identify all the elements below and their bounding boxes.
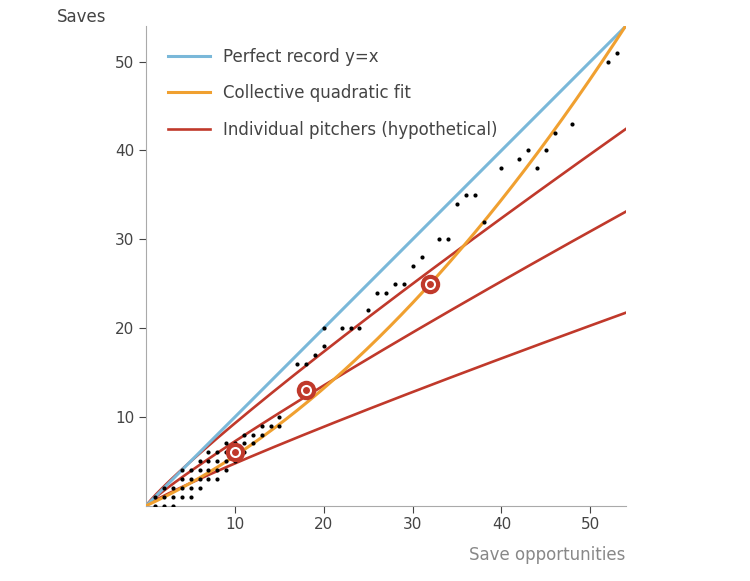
Point <box>540 146 552 155</box>
Point <box>602 57 614 66</box>
Point <box>611 48 623 58</box>
Legend: Perfect record y=x, Collective quadratic fit, Individual pitchers (hypothetical): Perfect record y=x, Collective quadratic… <box>154 34 511 152</box>
Point <box>353 324 365 333</box>
Point <box>229 448 241 457</box>
Point <box>424 279 436 288</box>
Point <box>442 235 454 244</box>
Point <box>531 164 543 173</box>
Point <box>291 359 303 368</box>
Point <box>318 324 330 333</box>
Point <box>167 492 179 501</box>
Point <box>194 474 206 483</box>
Point <box>256 430 268 439</box>
Point <box>229 439 241 448</box>
Point <box>566 119 578 128</box>
Point <box>522 146 534 155</box>
Point <box>202 457 214 466</box>
Point <box>300 359 312 368</box>
Point <box>176 483 188 493</box>
Point <box>460 190 472 199</box>
Point <box>274 421 286 431</box>
Point <box>496 164 508 173</box>
Point <box>184 492 196 501</box>
Point <box>336 324 348 333</box>
Point <box>238 430 250 439</box>
Point <box>274 412 286 421</box>
Point <box>176 465 188 475</box>
Point <box>371 288 383 297</box>
Point <box>478 217 490 226</box>
Point <box>202 474 214 483</box>
Point <box>247 430 259 439</box>
Point <box>194 465 206 475</box>
Point <box>184 474 196 483</box>
Point <box>211 474 223 483</box>
Point <box>220 448 232 457</box>
Point <box>220 457 232 466</box>
Y-axis label: Saves: Saves <box>57 8 106 26</box>
Point <box>194 483 206 493</box>
Point <box>247 439 259 448</box>
Point <box>149 501 161 510</box>
Point <box>229 457 241 466</box>
Point <box>389 279 401 288</box>
Point <box>238 448 250 457</box>
Point <box>416 252 428 261</box>
Point <box>513 155 525 164</box>
Point <box>176 474 188 483</box>
Point <box>549 128 561 137</box>
Point <box>398 279 410 288</box>
Point <box>220 439 232 448</box>
Point <box>202 448 214 457</box>
Point <box>149 492 161 501</box>
Point <box>300 386 312 395</box>
Point <box>220 465 232 475</box>
Point <box>202 465 214 475</box>
Point <box>265 421 277 431</box>
Point <box>167 501 179 510</box>
Point <box>380 288 392 297</box>
Point <box>158 492 170 501</box>
Point <box>256 421 268 431</box>
Point <box>406 261 418 271</box>
Point <box>238 439 250 448</box>
X-axis label: Save opportunities: Save opportunities <box>470 546 626 564</box>
Point <box>158 483 170 493</box>
Point <box>211 465 223 475</box>
Point <box>318 341 330 350</box>
Point <box>469 190 481 199</box>
Point <box>362 306 374 315</box>
Point <box>176 492 188 501</box>
Point <box>211 448 223 457</box>
Point <box>167 483 179 493</box>
Point <box>309 350 321 359</box>
Point <box>194 457 206 466</box>
Point <box>158 501 170 510</box>
Point <box>451 199 463 209</box>
Point <box>211 457 223 466</box>
Point <box>433 235 445 244</box>
Point <box>344 324 356 333</box>
Point <box>184 465 196 475</box>
Point <box>184 483 196 493</box>
